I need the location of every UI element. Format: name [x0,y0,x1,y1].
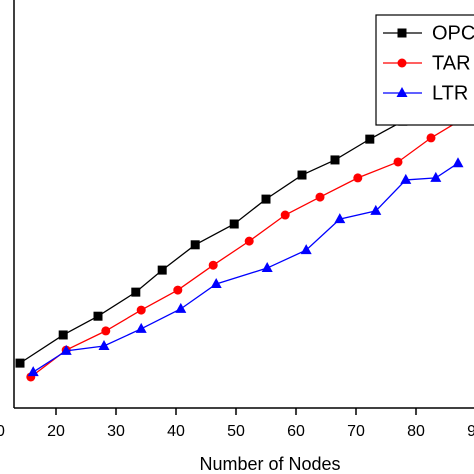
x-tick-label: 70 [347,423,365,440]
data-point [15,358,25,368]
data-point [210,277,222,288]
data-point [426,133,436,143]
data-point [334,213,346,224]
data-point [315,192,325,202]
series-line [32,162,459,373]
data-point [244,236,254,246]
legend-label: TAR [432,52,471,74]
data-point [229,219,239,229]
data-point [261,262,273,273]
x-axis-label: Number of Nodes [199,454,340,474]
x-tick-label: 50 [227,423,245,440]
data-point [135,322,147,333]
data-point [400,173,412,184]
data-point [93,311,103,321]
x-tick-label: 80 [407,423,425,440]
data-point [393,157,403,167]
data-point [101,326,111,336]
data-point [430,171,442,182]
data-point [157,265,167,275]
legend-marker [397,58,407,68]
x-tick-label: 60 [287,423,305,440]
data-point [353,173,363,183]
data-point [98,339,110,350]
data-point [370,204,382,215]
data-point [280,210,290,220]
data-point [365,134,375,144]
series-line [19,84,463,364]
x-tick-label: 30 [107,423,125,440]
legend-marker [397,28,407,38]
x-tick-label: 20 [47,423,65,440]
data-point [261,194,271,204]
data-point [175,302,187,313]
data-point [452,157,464,168]
x-tick-label: 90 [467,423,474,440]
data-point [190,240,200,250]
data-point [173,285,183,295]
x-tick-label: 10 [0,423,5,440]
data-point [60,344,72,355]
data-point [131,287,141,297]
legend-label: OPC [432,22,474,44]
data-point [330,155,340,165]
data-point [136,305,146,315]
data-point [208,260,218,270]
data-point [297,170,307,180]
data-point [300,244,312,255]
legend-label: LTR [432,82,468,104]
data-point [27,366,39,377]
legend-marker [396,87,408,97]
data-point [58,330,68,340]
x-tick-label: 40 [167,423,185,440]
